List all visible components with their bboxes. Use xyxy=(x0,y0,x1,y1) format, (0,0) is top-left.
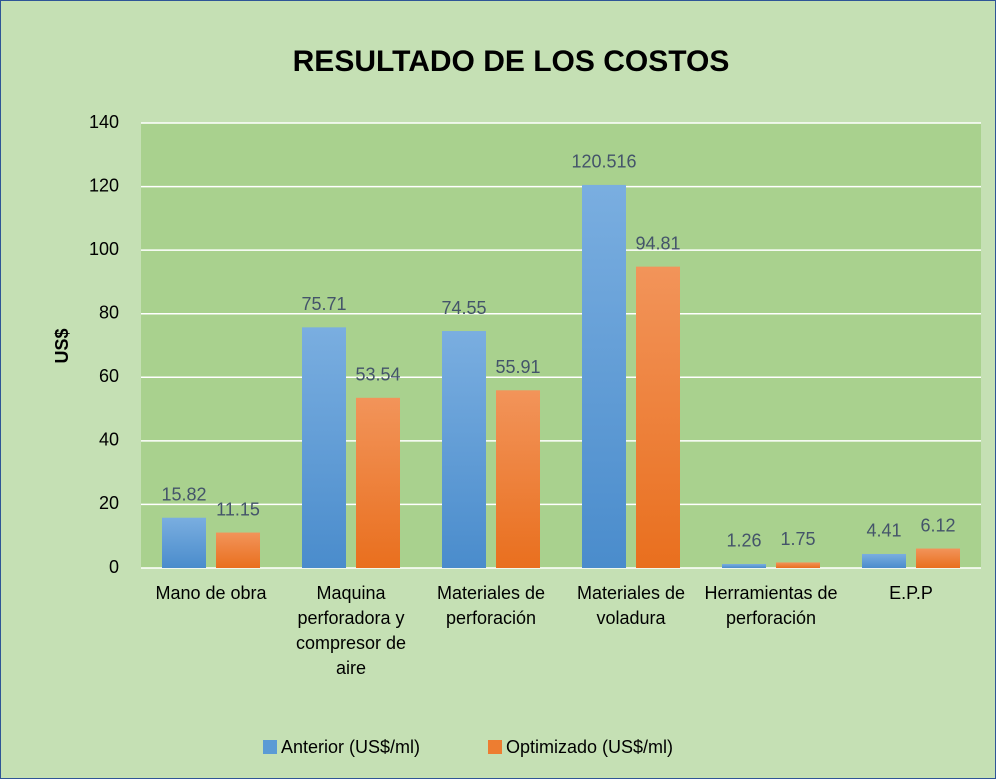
bar xyxy=(916,548,960,568)
y-tick-label: 60 xyxy=(99,366,119,386)
legend-label: Optimizado (US$/ml) xyxy=(506,737,673,757)
data-label: 11.15 xyxy=(216,499,260,519)
bar xyxy=(582,184,626,569)
x-tick-label: E.P.P xyxy=(889,583,933,603)
data-label: 75.71 xyxy=(301,294,346,314)
x-tick-label: Materiales de voladura xyxy=(576,583,686,628)
data-label: 6.12 xyxy=(920,515,955,535)
data-label: 1.26 xyxy=(726,531,761,551)
y-tick-label: 0 xyxy=(109,557,119,577)
data-label: 94.81 xyxy=(635,233,680,253)
y-tick-label: 120 xyxy=(89,175,119,195)
bar xyxy=(636,266,680,568)
bar xyxy=(862,553,906,568)
legend-label: Anterior (US$/ml) xyxy=(281,737,420,757)
data-label: 1.75 xyxy=(780,529,815,549)
x-tick-label: Mano de obra xyxy=(155,583,267,603)
data-label: 120.516 xyxy=(571,152,636,172)
y-tick-label: 40 xyxy=(99,430,119,450)
y-tick-label: 80 xyxy=(99,302,119,322)
data-label: 4.41 xyxy=(866,521,901,541)
y-tick-label: 100 xyxy=(89,239,119,259)
legend-swatch xyxy=(263,740,277,754)
data-label: 74.55 xyxy=(441,298,486,318)
bar xyxy=(496,390,540,568)
bar xyxy=(356,397,400,568)
x-tick-label: Herramientas de perforación xyxy=(704,583,838,628)
bar xyxy=(162,517,206,568)
chart-title: RESULTADO DE LOS COSTOS xyxy=(293,45,730,78)
bar xyxy=(722,563,766,568)
x-tick-label: Maquina perforadora y compresor de aire xyxy=(295,583,407,678)
data-label: 55.91 xyxy=(495,357,540,377)
bar xyxy=(442,331,486,568)
bar xyxy=(216,532,260,568)
data-label: 53.54 xyxy=(355,365,400,385)
y-axis-label: US$ xyxy=(52,328,72,363)
x-tick-label: Materiales de perforación xyxy=(436,583,546,628)
y-tick-label: 20 xyxy=(99,493,119,513)
legend-swatch xyxy=(488,740,502,754)
plot-area xyxy=(141,123,981,568)
bar xyxy=(302,327,346,568)
data-label: 15.82 xyxy=(161,484,206,504)
bar xyxy=(776,562,820,568)
y-tick-label: 140 xyxy=(89,112,119,132)
